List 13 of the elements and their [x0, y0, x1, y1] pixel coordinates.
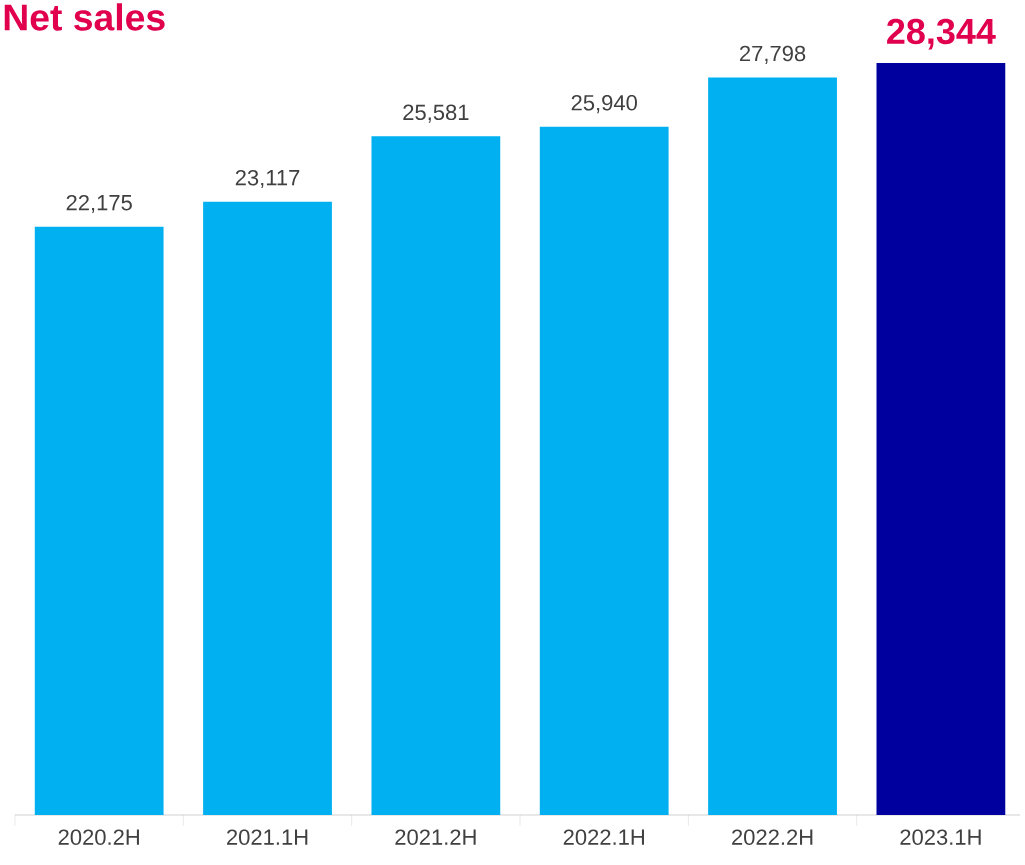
x-tick-label: 2020.2H — [58, 829, 139, 845]
data-label: 22,175 — [66, 194, 132, 214]
data-label: 27,798 — [740, 45, 806, 64]
data-label: 25,581 — [403, 104, 469, 123]
x-tick-label: 2022.2H — [732, 829, 813, 845]
data-label: 25,940 — [571, 94, 637, 114]
data-label: 28,344 — [887, 18, 996, 50]
data-label: 23,117 — [235, 169, 300, 189]
x-tick-label: 2022.1H — [563, 829, 644, 845]
x-tick-label: 2021.1H — [227, 829, 308, 845]
x-tick-label: 2021.2H — [395, 829, 476, 845]
x-tick-label: 2023.1H — [900, 829, 981, 845]
chart-title: Net sales — [4, 3, 165, 31]
